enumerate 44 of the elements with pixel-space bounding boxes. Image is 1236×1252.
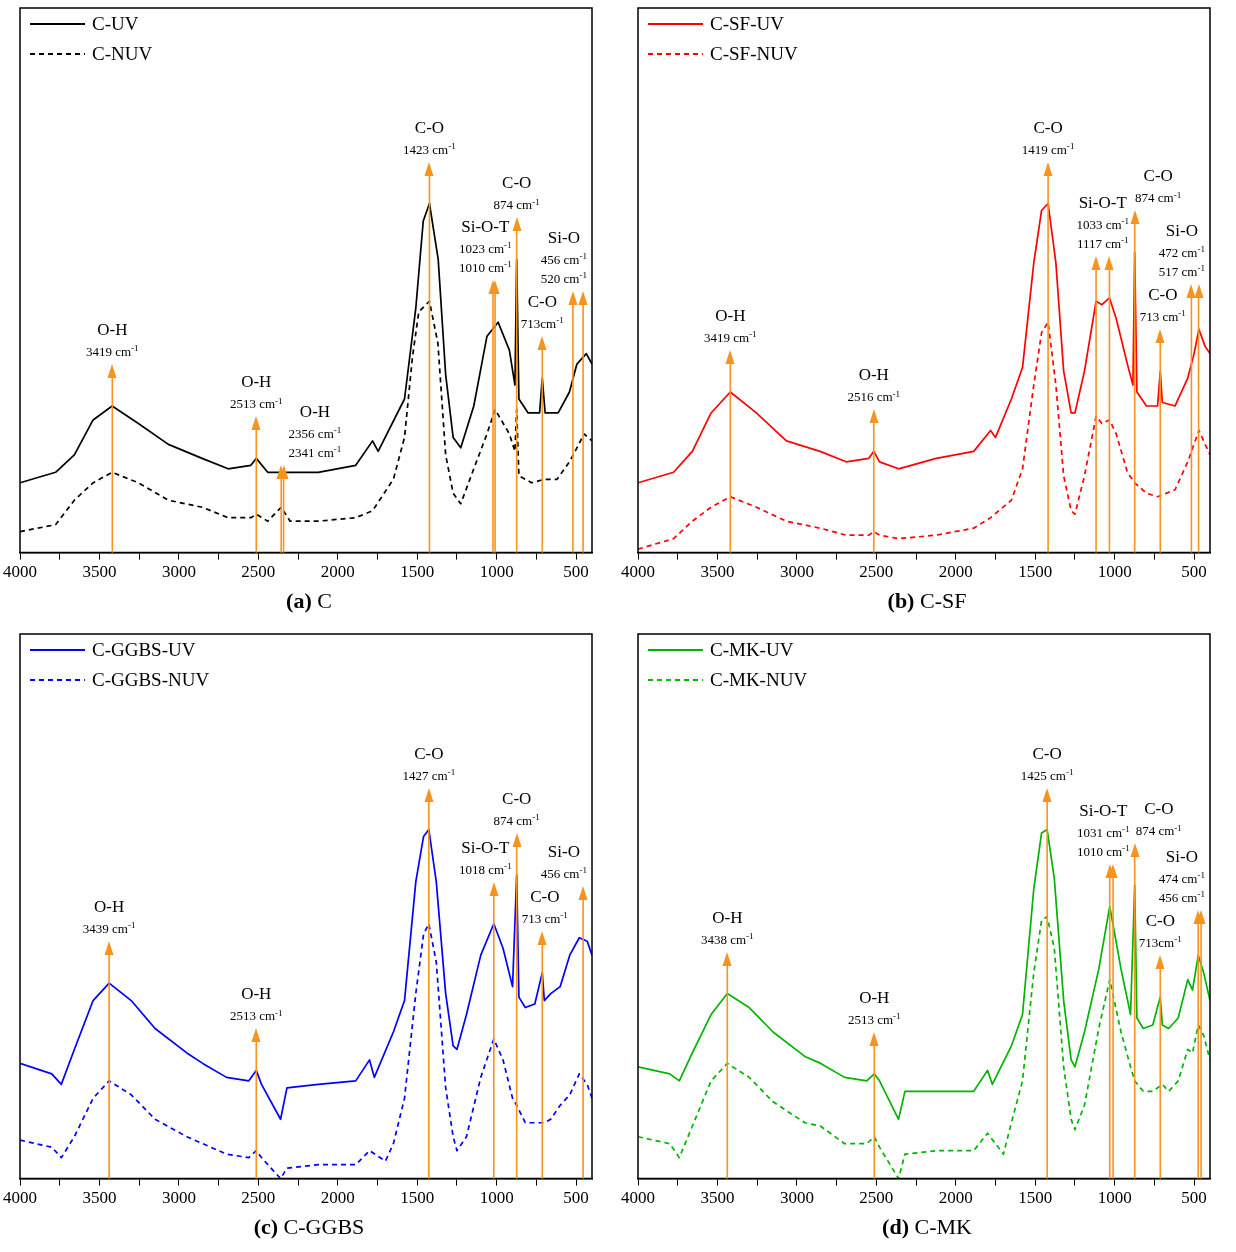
x-tick-label: 2000 (938, 1188, 973, 1208)
x-tick-label: 3000 (779, 1188, 814, 1208)
x-tick-label: 3000 (779, 562, 814, 582)
x-tick-label: 2500 (859, 562, 894, 582)
x-tick-label: 3500 (82, 1188, 117, 1208)
x-tick-label: 500 (1181, 562, 1207, 582)
legend-label: C-NUV (92, 42, 153, 64)
x-tick-label: 4000 (3, 1188, 37, 1208)
x-tick-label: 2500 (859, 1188, 894, 1208)
legend-label: C-SF-NUV (710, 42, 798, 64)
legend-label: C-MK-NUV (710, 668, 808, 690)
x-tick-label: 500 (563, 562, 589, 582)
x-tick-label: 4000 (621, 1188, 655, 1208)
x-tick-label: 1000 (479, 1188, 514, 1208)
x-tick-label: 1000 (1097, 1188, 1132, 1208)
x-tick-label: 3000 (161, 1188, 196, 1208)
x-tick-label: 1000 (479, 562, 514, 582)
x-tick-label: 2500 (241, 562, 276, 582)
x-axis-title: (c) C-GGBS (252, 1214, 366, 1240)
legend-label: C-MK-UV (710, 638, 794, 660)
legend-label: C-UV (92, 12, 139, 34)
x-tick-label: 2000 (320, 562, 355, 582)
x-tick-label: 1500 (400, 562, 435, 582)
x-tick-label: 2000 (320, 1188, 355, 1208)
x-tick-label: 500 (1181, 1188, 1207, 1208)
x-tick-label: 1500 (1018, 1188, 1053, 1208)
x-tick-label: 3500 (700, 562, 735, 582)
x-tick-label: 1000 (1097, 562, 1132, 582)
x-tick-label: 4000 (621, 562, 655, 582)
x-axis-title: (a) C (285, 588, 333, 614)
legend-label: C-GGBS-UV (92, 638, 196, 660)
x-tick-label: 3000 (161, 562, 196, 582)
x-axis-title: (d) C-MK (881, 1214, 973, 1240)
x-tick-label: 1500 (1018, 562, 1053, 582)
legend-label: C-SF-UV (710, 12, 785, 34)
legend-label: C-GGBS-NUV (92, 668, 210, 690)
x-tick-label: 3500 (700, 1188, 735, 1208)
x-tick-label: 4000 (3, 562, 37, 582)
x-tick-label: 2500 (241, 1188, 276, 1208)
x-tick-label: 2000 (938, 562, 973, 582)
x-tick-label: 3500 (82, 562, 117, 582)
x-axis-title: (b) C-SF (886, 588, 968, 614)
x-tick-label: 1500 (400, 1188, 435, 1208)
x-tick-label: 500 (563, 1188, 589, 1208)
